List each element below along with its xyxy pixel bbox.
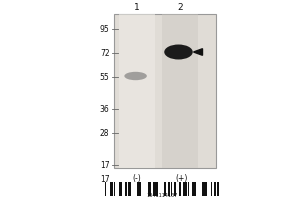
- Text: 36: 36: [100, 104, 110, 114]
- Bar: [114, 14, 216, 168]
- Bar: [188, 182, 189, 196]
- Bar: [153, 182, 154, 196]
- Text: 1: 1: [134, 2, 140, 11]
- Bar: [110, 182, 113, 196]
- Bar: [171, 182, 172, 196]
- Bar: [148, 182, 149, 196]
- Bar: [217, 182, 218, 196]
- Text: 17: 17: [100, 160, 110, 170]
- Bar: [118, 14, 154, 168]
- Bar: [203, 182, 207, 196]
- Bar: [164, 182, 166, 196]
- Bar: [137, 182, 141, 196]
- Ellipse shape: [124, 72, 147, 80]
- Text: 72: 72: [100, 48, 110, 58]
- Ellipse shape: [164, 45, 193, 60]
- Bar: [155, 182, 158, 196]
- Bar: [214, 182, 217, 196]
- Text: 55: 55: [100, 72, 110, 82]
- Bar: [183, 182, 187, 196]
- Bar: [193, 182, 196, 196]
- Bar: [174, 182, 176, 196]
- Text: 1341114107: 1341114107: [146, 193, 178, 198]
- Text: 95: 95: [100, 24, 110, 33]
- Text: 17: 17: [100, 174, 110, 184]
- Bar: [168, 182, 170, 196]
- Bar: [125, 182, 127, 196]
- Bar: [105, 182, 106, 196]
- Bar: [178, 182, 181, 196]
- Bar: [119, 182, 122, 196]
- Bar: [211, 182, 212, 196]
- Bar: [114, 182, 116, 196]
- Polygon shape: [194, 49, 202, 55]
- Bar: [128, 182, 131, 196]
- Bar: [150, 182, 151, 196]
- Text: (+): (+): [175, 174, 188, 184]
- Bar: [202, 182, 203, 196]
- Text: 28: 28: [100, 129, 110, 138]
- Text: 2: 2: [177, 2, 183, 11]
- Bar: [162, 14, 198, 168]
- Text: (-): (-): [132, 174, 141, 184]
